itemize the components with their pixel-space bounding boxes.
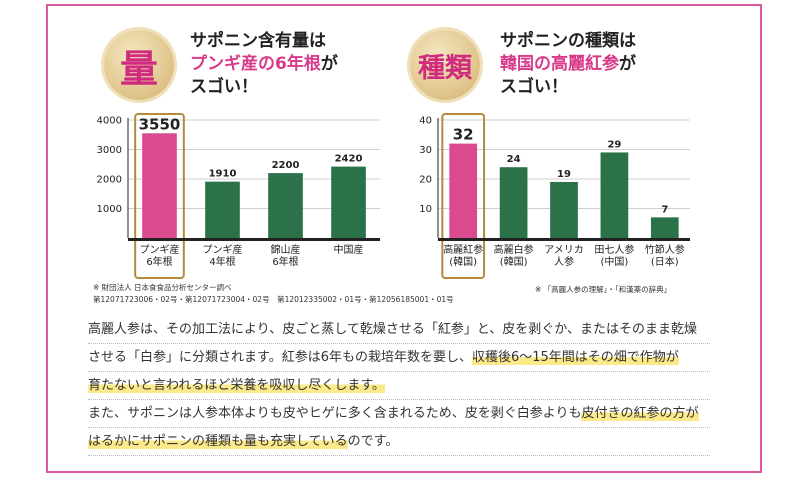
- left-source-note-line1: ※ 財団法人 日本食食品分析センター調べ: [93, 283, 232, 292]
- highlight-frame: [441, 113, 486, 279]
- bar: [650, 217, 679, 238]
- y-tick-label: 4000: [97, 116, 122, 127]
- data-label: 2420: [335, 154, 363, 165]
- bar: [205, 181, 240, 238]
- data-label: 19: [557, 169, 571, 180]
- bar: [449, 143, 478, 238]
- y-tick-label: 3000: [97, 145, 122, 156]
- x-tick-label: 4年根: [209, 255, 235, 268]
- x-tick-label: 6年根: [272, 255, 298, 268]
- left-headline-line2: プンギ産の6年根が: [190, 53, 338, 76]
- body-highlight-4: はるかにサポニンの種類も量も充実している: [88, 434, 348, 449]
- body-line-3: 育たないと言われるほど栄養を吸収し尽くします。: [88, 372, 710, 400]
- x-tick-label: 竹節人参: [645, 243, 685, 256]
- data-label: 32: [453, 126, 474, 144]
- left-source-note-line2: 第12071723006・02号・第12071723004・02号 第12012…: [93, 295, 454, 304]
- y-tick-label: 10: [419, 204, 432, 215]
- data-label: 24: [507, 154, 521, 165]
- left-headline-line1: サポニン含有量は: [190, 31, 326, 51]
- data-label: 3550: [139, 115, 181, 133]
- data-label: 1910: [209, 169, 237, 180]
- left-headline: サポニン含有量は プンギ産の6年根が スゴい！: [190, 30, 338, 99]
- x-tick-label: プンギ産: [203, 243, 243, 256]
- type-badge-text: 種類: [418, 52, 472, 84]
- x-axis: [438, 238, 690, 241]
- right-source-note: ※ 「高麗人参の理解」・「和漢薬の辞典」: [535, 284, 671, 296]
- data-label: 29: [607, 139, 621, 150]
- bar: [550, 181, 578, 238]
- y-tick-label: 40: [419, 116, 432, 127]
- bar: [499, 167, 528, 238]
- left-source-note: ※ 財団法人 日本食食品分析センター調べ 第12071723006・02号・第1…: [93, 282, 454, 306]
- highlight-frame: [134, 113, 185, 279]
- left-headline-emphasis: プンギ産の6年根: [190, 54, 321, 74]
- right-headline-emphasis: 韓国の高麗紅参: [500, 54, 619, 74]
- body-line-2: させる「白参」に分類されます。紅参は6年もの栽培年数を要し、収穫後6〜15年間は…: [88, 344, 710, 372]
- body-highlight-1: 収穫後6〜15年間はその畑で作物が: [471, 350, 679, 365]
- body-line-4: また、サポニンは人参本体よりも皮やヒゲに多く含まれるため、皮を剥ぐ白参よりも皮付…: [88, 400, 710, 428]
- bar: [268, 173, 303, 238]
- y-tick-label: 2000: [97, 175, 122, 186]
- right-headline-line1: サポニンの種類は: [500, 31, 636, 51]
- quantity-badge-text: 量: [119, 45, 158, 91]
- right-headline: サポニンの種類は 韓国の高麗紅参が スゴい！: [500, 30, 636, 99]
- body-text: 高麗人参は、その加工法により、皮ごと蒸して乾燥させる「紅参」と、皮を剥ぐか、また…: [88, 316, 710, 456]
- data-label: 7: [661, 204, 668, 215]
- body-highlight-3: 皮付きの紅参の方が: [581, 406, 699, 421]
- x-tick-label: (中国): [600, 255, 628, 268]
- data-label: 2200: [272, 160, 300, 171]
- y-tick-label: 20: [419, 175, 432, 186]
- bar: [142, 133, 177, 238]
- right-source-note-line: ※ 「高麗人参の理解」・「和漢薬の辞典」: [535, 285, 672, 294]
- type-badge: 種類: [410, 30, 480, 100]
- saponin-types-chart: 1020304032高麗紅参(韓国)24高麗白参(韓国)19アメリカ人参29田七…: [419, 113, 690, 279]
- x-tick-label: 高麗白参: [494, 243, 534, 256]
- body-line-5-text: のです。: [347, 434, 399, 449]
- x-tick-label: 中国産: [334, 243, 364, 256]
- x-tick-label: プンギ産: [140, 243, 180, 256]
- x-tick-label: 高麗紅参: [443, 243, 483, 256]
- x-tick-label: (日本): [651, 255, 679, 268]
- bar: [600, 152, 629, 238]
- x-tick-label: アメリカ: [544, 244, 584, 256]
- x-tick-label: 6年根: [146, 255, 172, 268]
- right-headline-particle: が: [619, 54, 636, 74]
- x-tick-label: 錦山産: [271, 243, 301, 256]
- body-highlight-2: 育たないと言われるほど栄養を吸収し尽くします。: [88, 378, 386, 393]
- right-headline-line2: 韓国の高麗紅参が: [500, 53, 636, 76]
- body-line-1: 高麗人参は、その加工法により、皮ごと蒸して乾燥させる「紅参」と、皮を剥ぐか、また…: [88, 316, 710, 344]
- body-line-2-text: させる「白参」に分類されます。紅参は6年もの栽培年数を要し、: [88, 350, 472, 365]
- x-tick-label: 田七人参: [594, 243, 634, 256]
- y-tick-label: 1000: [97, 204, 122, 215]
- quantity-badge: 量: [104, 30, 174, 100]
- left-headline-particle: が: [320, 54, 338, 74]
- x-axis: [128, 238, 380, 241]
- body-line-1-text: 高麗人参は、その加工法により、皮ごと蒸して乾燥させる「紅参」と、皮を剥ぐか、また…: [88, 322, 698, 337]
- right-headline-line3: スゴい！: [500, 77, 568, 97]
- x-tick-label: (韓国): [449, 256, 477, 268]
- bar: [331, 166, 366, 238]
- y-tick-label: 30: [419, 145, 432, 156]
- body-line-4-text: また、サポニンは人参本体よりも皮やヒゲに多く含まれるため、皮を剥ぐ白参よりも: [88, 406, 582, 421]
- left-headline-line3: スゴい！: [190, 77, 258, 97]
- x-tick-label: 人参: [554, 255, 574, 268]
- body-line-5: はるかにサポニンの種類も量も充実しているのです。: [88, 428, 710, 456]
- x-tick-label: (韓国): [500, 256, 528, 268]
